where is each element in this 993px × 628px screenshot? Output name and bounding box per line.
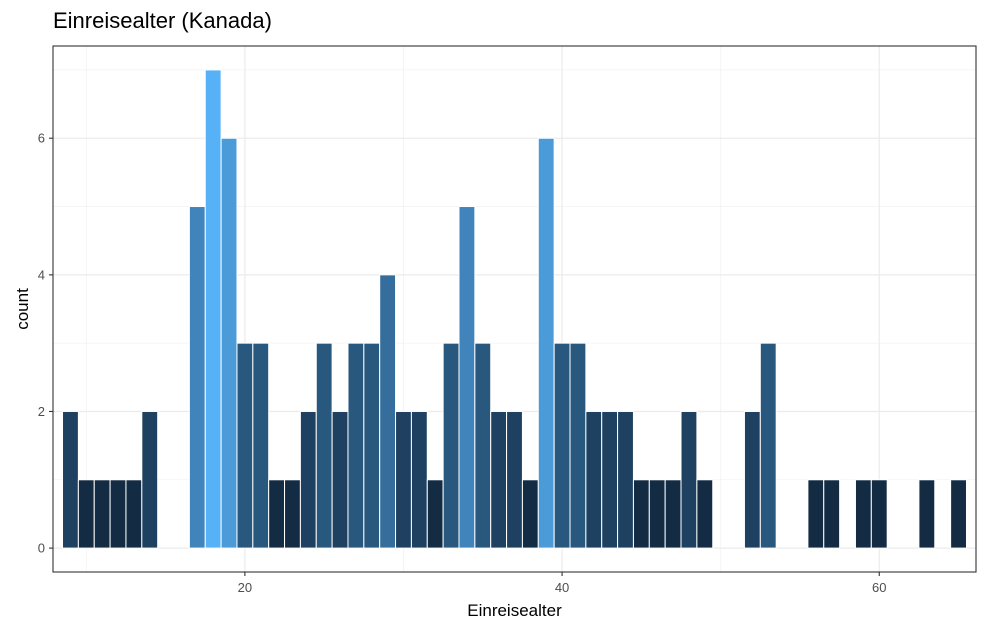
bar (125, 479, 143, 549)
bar (759, 342, 777, 549)
bar (553, 342, 571, 549)
bar (950, 479, 967, 549)
y-axis-title: count (13, 288, 32, 330)
bar (347, 342, 365, 549)
bar (632, 479, 650, 549)
bar (284, 479, 301, 549)
bar (220, 137, 238, 549)
bar (379, 274, 397, 549)
bar (442, 342, 460, 549)
bar (807, 479, 825, 549)
bars-layer (62, 69, 967, 549)
y-tick-label: 4 (38, 267, 45, 282)
bar (141, 410, 159, 549)
bar (62, 410, 79, 549)
bar (474, 342, 492, 549)
bar (490, 410, 508, 549)
plot-border (52, 45, 977, 573)
y-tick-label: 6 (38, 131, 45, 146)
bar (854, 479, 872, 549)
bar (569, 342, 587, 549)
x-axis: 20 40 60 (238, 572, 886, 595)
bar (521, 479, 539, 549)
bar (236, 342, 254, 549)
y-axis: 0 2 4 6 (38, 131, 53, 556)
bar (268, 479, 286, 549)
bar (188, 206, 206, 549)
bar (680, 410, 698, 549)
bar (93, 479, 111, 549)
y-tick-label: 2 (38, 404, 45, 419)
bar (585, 410, 603, 549)
x-axis-title: Einreisealter (467, 601, 562, 620)
x-tick-label: 40 (555, 580, 569, 595)
bar (331, 410, 349, 549)
y-tick-label: 0 (38, 541, 45, 556)
bar (299, 410, 317, 549)
bar (410, 410, 428, 549)
chart-title: Einreisealter (Kanada) (53, 8, 272, 33)
bar (395, 410, 412, 549)
bar (617, 410, 634, 549)
bar (252, 342, 270, 549)
bar (696, 479, 714, 549)
bar (458, 206, 476, 549)
bar (648, 479, 666, 549)
bar (204, 69, 222, 549)
bar (870, 479, 888, 549)
x-tick-label: 60 (872, 580, 886, 595)
bar (918, 479, 936, 549)
bar (506, 410, 523, 549)
bar (426, 479, 444, 549)
bar (664, 479, 682, 549)
bar (537, 137, 555, 549)
bar (743, 410, 761, 549)
bar (823, 479, 841, 549)
bar (77, 479, 95, 549)
bar (109, 479, 127, 549)
x-tick-label: 20 (238, 580, 252, 595)
bar (601, 410, 619, 549)
bar (315, 342, 333, 549)
bar (363, 342, 381, 549)
